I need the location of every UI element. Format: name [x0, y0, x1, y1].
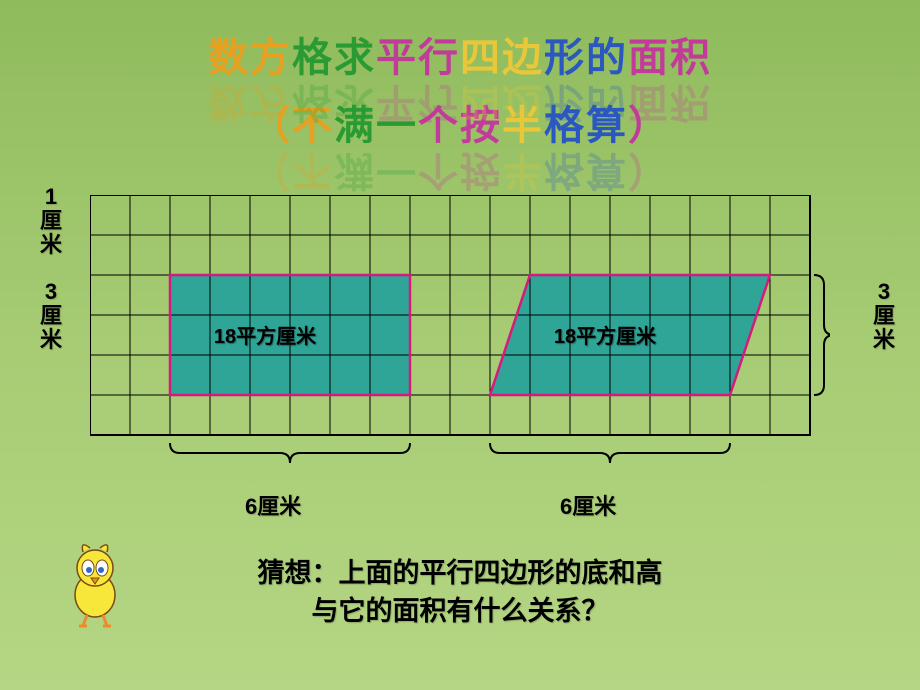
label-1cm: 1 厘 米 [40, 185, 62, 258]
label-3cm-left: 3 厘 米 [40, 280, 62, 353]
question-line2: 与它的面积有什么关系？ [100, 593, 820, 631]
question-block: 猜想：上面的平行四边形的底和高 与它的面积有什么关系？ [100, 555, 820, 631]
rect-area-label: 18平方厘米 [195, 320, 335, 349]
title-line1: 数方格求平行四边形的面积 [0, 25, 920, 83]
label-3cm-right: 3 厘 米 [873, 280, 895, 353]
title-line1-reflection: 数方格求平行四边形的面积 [0, 77, 920, 135]
label-6cm-right: 6厘米 [560, 495, 616, 519]
label-6cm-left: 6厘米 [245, 495, 301, 519]
question-line1: 猜想：上面的平行四边形的底和高 [100, 555, 820, 593]
cartoon-bird-icon [55, 540, 135, 630]
title-area: 数方格求平行四边形的面积 数方格求平行四边形的面积 （不满一个按半格算） （不满… [0, 0, 920, 203]
grid-svg [90, 195, 830, 525]
para-area-label: 18平方厘米 [535, 320, 675, 349]
